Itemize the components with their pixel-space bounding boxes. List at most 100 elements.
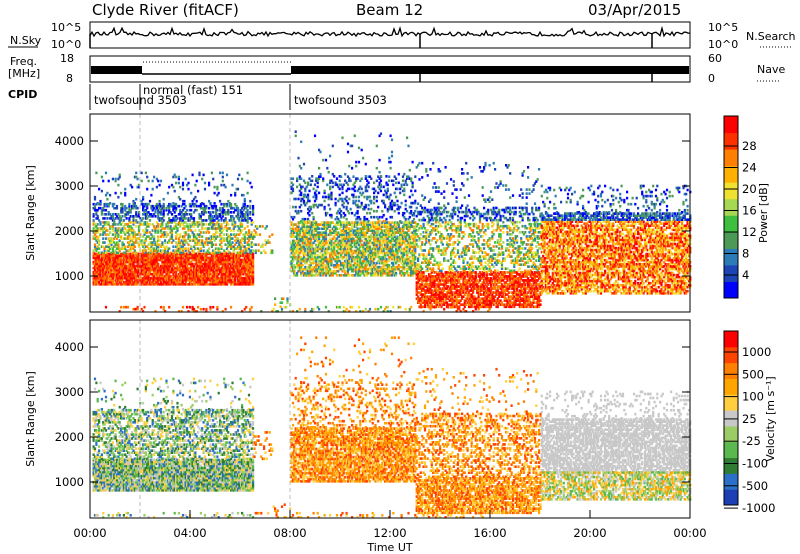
cell-1296	[157, 204, 160, 208]
cell-2394	[213, 215, 216, 218]
cell-211	[103, 278, 106, 282]
cell-2615	[224, 211, 227, 214]
cell-7	[92, 266, 95, 270]
cell-4390	[356, 209, 359, 213]
cell-1666	[177, 276, 180, 280]
cell-369	[111, 280, 114, 284]
cell-1486	[168, 270, 171, 274]
cell-252	[104, 245, 108, 248]
cell-1242	[155, 272, 158, 276]
cell-2429	[214, 204, 218, 208]
cell-720	[128, 202, 131, 206]
cell-3040	[246, 213, 249, 216]
cell-2317	[210, 268, 213, 272]
cell-2030	[195, 266, 198, 270]
cell-3393	[300, 197, 303, 201]
cell-1094	[147, 260, 150, 264]
cell-2505	[219, 208, 222, 212]
cell-2638	[225, 229, 229, 232]
cell-2837	[236, 239, 240, 242]
cell-464	[115, 254, 119, 258]
cell-1546	[170, 254, 174, 258]
cell-2716	[230, 219, 233, 222]
cell-535	[120, 278, 123, 282]
cell-2644	[225, 202, 229, 206]
cell-1651	[176, 256, 179, 260]
cell-1184	[153, 283, 156, 286]
cell-371	[111, 276, 114, 280]
cell-2680	[228, 266, 231, 270]
cell-1212	[154, 280, 157, 284]
cell-3111	[250, 254, 253, 258]
cell-3591	[311, 253, 314, 257]
cell-2747	[232, 283, 235, 286]
cell-2240	[206, 274, 209, 278]
cell-2017	[194, 223, 197, 226]
cell-715	[128, 217, 131, 220]
cell-2669	[227, 213, 230, 216]
cell-771	[131, 227, 134, 230]
cell-1292	[157, 215, 160, 218]
cell-2094	[198, 235, 201, 238]
cell-1426	[164, 227, 167, 230]
cell-2980	[243, 219, 246, 222]
cell-1519	[169, 260, 172, 264]
cell-233	[103, 204, 106, 208]
cell-3187	[269, 251, 273, 255]
cell-4550	[364, 162, 367, 166]
cell-810	[133, 283, 136, 286]
cell-1301	[158, 274, 161, 278]
cell-2672	[227, 199, 230, 203]
cell-253	[104, 237, 108, 240]
cell-3307	[296, 251, 299, 255]
cell-1107	[147, 202, 150, 206]
cell-20	[92, 223, 95, 226]
cell-1526	[169, 235, 172, 238]
cell-3283	[294, 265, 297, 269]
cell-2636	[225, 237, 229, 240]
cell-1757	[181, 264, 185, 268]
cell-66	[95, 260, 98, 264]
cell-625	[124, 251, 127, 255]
cell-2649	[227, 274, 230, 278]
cell-1960	[191, 217, 194, 220]
cell-1717	[179, 217, 182, 220]
cell-2729	[231, 270, 234, 274]
cell-784	[132, 262, 135, 266]
cell-514	[118, 264, 121, 268]
cell-1053	[144, 171, 147, 175]
cell-382	[111, 249, 114, 252]
cell-3054	[247, 268, 251, 272]
cell-3184	[267, 239, 270, 242]
cell-1965	[191, 305, 194, 309]
cell-982	[142, 217, 145, 220]
cell-772	[131, 215, 134, 218]
cell-2327	[210, 241, 213, 244]
cell-3251	[291, 231, 295, 234]
cell-1705	[179, 254, 182, 258]
cell-443	[114, 223, 117, 226]
cell-1948	[191, 258, 194, 262]
cell-4866	[382, 193, 385, 197]
cell-934	[139, 223, 142, 226]
cell-2596	[224, 276, 227, 280]
cell-1995	[192, 310, 196, 313]
cell-3510	[307, 245, 310, 249]
cell-2947	[242, 249, 245, 252]
cell-2517	[220, 266, 223, 270]
cell-1350	[161, 283, 164, 286]
cell-1160	[151, 274, 154, 278]
cell-1063	[146, 262, 149, 266]
cell-3535	[308, 251, 311, 255]
cell-3113	[250, 251, 253, 255]
cell-1249	[155, 258, 158, 262]
cell-2353	[212, 256, 215, 260]
cell-2423	[214, 217, 218, 220]
cell-1198	[153, 252, 156, 256]
cell-2142	[201, 262, 204, 266]
cell-1596	[173, 258, 176, 262]
cell-1582	[172, 204, 175, 208]
cell-248	[104, 256, 108, 260]
cell-3196	[275, 310, 278, 313]
cell-4139	[342, 305, 345, 309]
